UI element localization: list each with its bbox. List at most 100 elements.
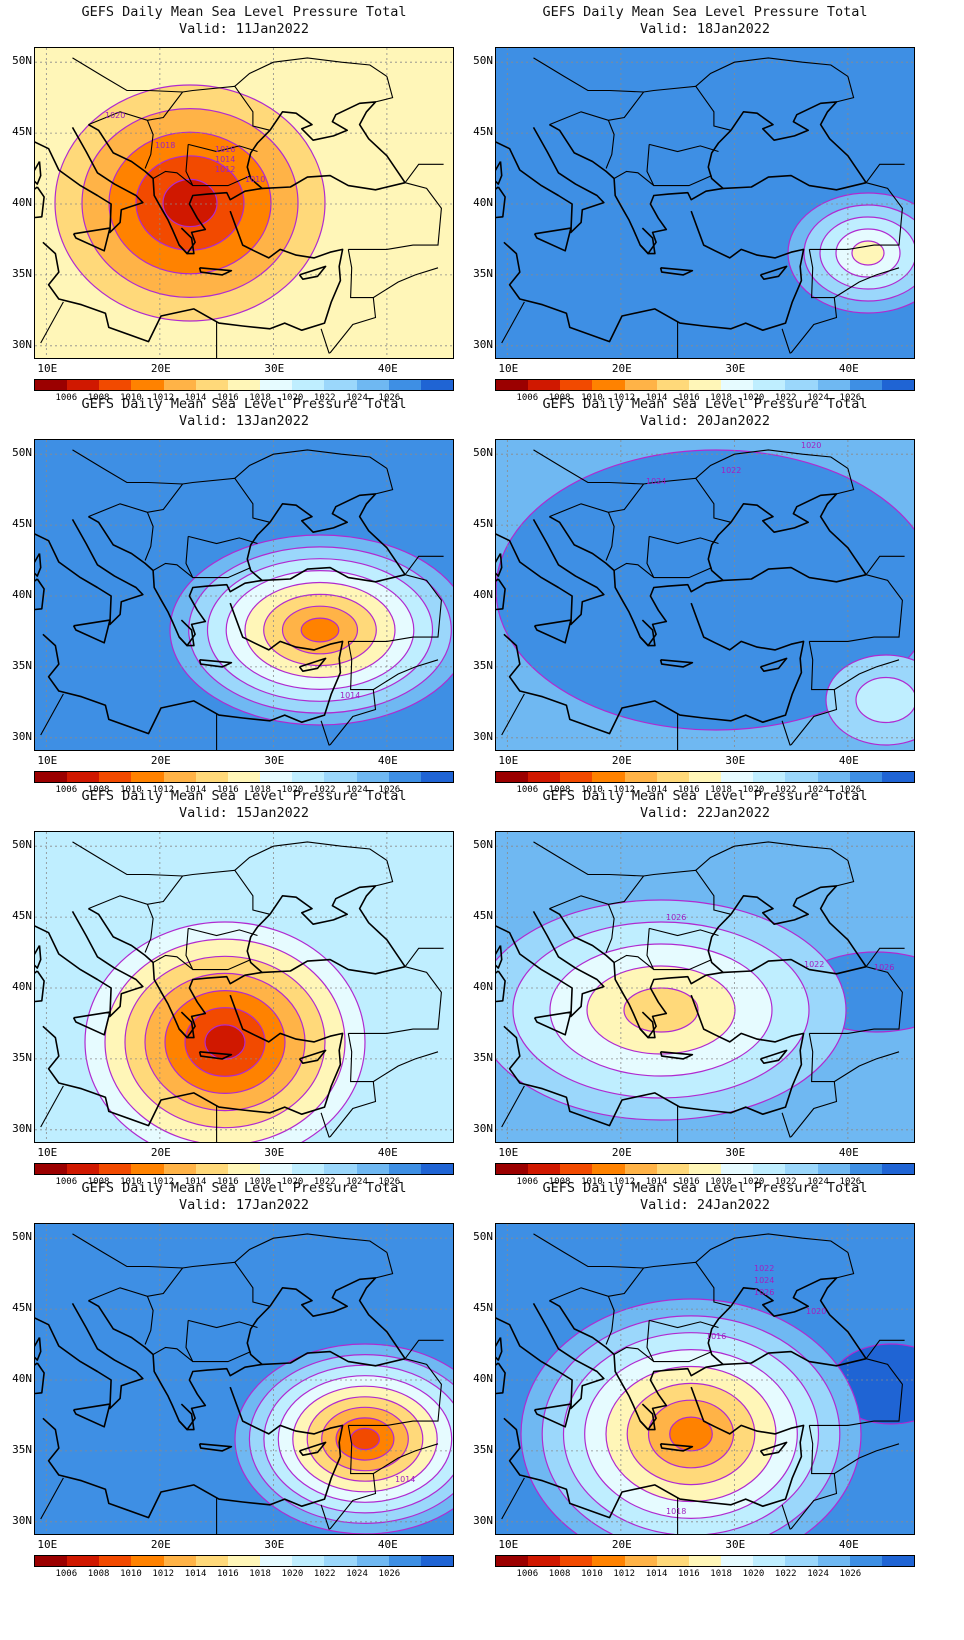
coastline [496, 519, 605, 626]
colorbar-swatch [356, 1556, 389, 1566]
colorbar-swatch [356, 380, 389, 390]
valid-date: Valid: 20Jan2022 [639, 413, 771, 429]
colorbar-label: 1006 [516, 393, 539, 403]
coastline [759, 1049, 788, 1064]
contour-label: 1018 [666, 1507, 686, 1516]
country-border [188, 1319, 258, 1329]
lat-label: 40N [473, 196, 493, 209]
lat-label: 50N [12, 446, 32, 460]
colorbar-label: 1006 [516, 1177, 539, 1187]
lon-label: 40E [377, 1146, 398, 1159]
map-frame: 1020 1022 1024 [495, 439, 915, 751]
country-border [373, 1051, 439, 1083]
country-border [549, 85, 732, 131]
colorbar-label: 1022 [774, 1177, 797, 1187]
coastline [198, 267, 233, 276]
lon-label: 30E [264, 1146, 285, 1159]
lon-label: 40E [838, 754, 859, 767]
country-border [613, 1346, 655, 1363]
colorbar-swatch [420, 1556, 454, 1566]
colorbar-swatch [849, 772, 882, 782]
colorbar-swatch [656, 1164, 689, 1174]
colorbar-swatch [292, 380, 325, 390]
colorbar-swatch [35, 772, 68, 782]
colorbar-label: 1006 [55, 785, 78, 795]
colorbar-label: 1010 [581, 393, 603, 403]
country-border [152, 170, 194, 187]
lat-label: 30N [473, 1513, 493, 1527]
country-border [320, 328, 331, 354]
colorbar-swatch [624, 1164, 657, 1174]
country-border [695, 841, 849, 871]
country-border [188, 927, 258, 937]
colorbar-label: 1012 [152, 785, 175, 795]
lat-label: 45N [473, 1301, 493, 1315]
country-border [72, 449, 183, 485]
lat-label: 30N [12, 729, 32, 743]
pressure-map [496, 48, 914, 358]
colorbar-swatch [817, 1164, 850, 1174]
coastline [35, 945, 42, 969]
colorbar-label: 1024 [346, 393, 368, 403]
coastline [261, 1350, 406, 1367]
panel-title: GEFS Daily Mean Sea Level Pressure Total… [34, 1180, 454, 1214]
colorbar-swatch [67, 380, 100, 390]
contour-label: 1022 [804, 960, 824, 969]
colorbar-swatch [292, 1556, 325, 1566]
lon-label: 30E [725, 754, 746, 767]
contour-label: 1016 [706, 1332, 726, 1341]
coastline [35, 186, 45, 219]
colorbar-swatch [753, 1556, 786, 1566]
colorbar-label: 1018 [710, 785, 732, 795]
colorbar-label: 1026 [378, 785, 401, 795]
colorbar-swatch [560, 380, 593, 390]
colorbar-label: 1010 [120, 1569, 142, 1579]
lat-label: 40N [473, 588, 493, 601]
lon-label: 30E [725, 1538, 746, 1551]
country-border [649, 535, 719, 545]
country-border [533, 841, 644, 877]
colorbar-label: 1026 [839, 1569, 862, 1579]
lat-label: 35N [473, 1442, 493, 1456]
colorbar-label: 1006 [55, 1177, 78, 1187]
country-border [781, 720, 792, 746]
colorbar-swatch [753, 380, 786, 390]
map-frame [34, 831, 454, 1143]
colorbar-swatch [656, 772, 689, 782]
colorbar-swatch [721, 1164, 754, 1174]
lon-label: 30E [264, 754, 285, 767]
map-title: GEFS Daily Mean Sea Level Pressure Total [542, 788, 868, 804]
map-panel: GEFS Daily Mean Sea Level Pressure Total… [461, 392, 943, 802]
country-border [501, 301, 525, 344]
country-border [373, 1443, 439, 1475]
country-border [144, 512, 154, 561]
contour-label: 1026 [754, 1288, 774, 1297]
country-border [865, 947, 905, 968]
country-border [88, 477, 271, 523]
lat-label: 30N [473, 1121, 493, 1135]
colorbar-swatch [131, 1164, 164, 1174]
colorbar-label: 1010 [120, 785, 142, 795]
coastline [198, 1443, 233, 1452]
contour-label: 1024 [754, 1276, 774, 1285]
isobar-ring [300, 617, 340, 643]
colorbar-swatch [67, 772, 100, 782]
colorbar-label: 1024 [807, 1177, 829, 1187]
colorbar-label: 1006 [516, 785, 539, 795]
colorbar-swatch [292, 772, 325, 782]
colorbar [34, 379, 454, 391]
colorbar-label: 1006 [55, 393, 78, 403]
colorbar-label: 1010 [581, 785, 603, 795]
colorbar-label: 1024 [346, 1177, 368, 1187]
lon-label: 40E [838, 1146, 859, 1159]
colorbar-label: 1008 [548, 1569, 571, 1579]
lon-label: 20E [611, 1538, 632, 1551]
pressure-map: 1014 [35, 440, 453, 750]
coastline [88, 123, 271, 255]
panel-title: GEFS Daily Mean Sea Level Pressure Total… [495, 788, 915, 822]
lat-label: 30N [473, 729, 493, 743]
colorbar [495, 1555, 915, 1567]
colorbar-swatch [260, 1164, 293, 1174]
colorbar-swatch [592, 772, 625, 782]
country-border [533, 1233, 644, 1269]
